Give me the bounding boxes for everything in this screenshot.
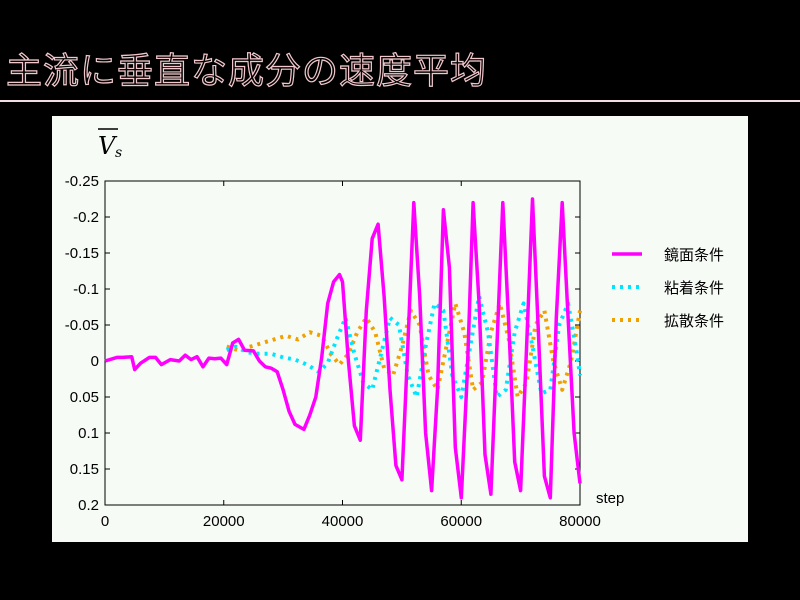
y-axis-label: V s <box>98 128 122 161</box>
chart-panel: V s -0.25 -0.2 -0.15 -0.1 -0.05 0 0.05 0.1 0.15 0… <box>52 116 748 542</box>
x-tick-label: 80000 <box>559 513 601 530</box>
y-tick-label: 0.15 <box>70 461 99 478</box>
series-layer <box>104 197 582 500</box>
y-axis-label-sub: s <box>115 145 122 161</box>
velocity-chart: V s -0.25-0.2-0.15-0.1-0.0500.050.10.150… <box>65 128 724 530</box>
y-tick-label: 0.2 <box>78 497 99 514</box>
y-tick-label: 0.1 <box>78 425 99 442</box>
y-axis-label-main: V <box>98 132 118 160</box>
title-divider <box>0 100 800 102</box>
slide-title: 主流に垂直な成分の速度平均 <box>5 50 488 92</box>
y-tick-label: -0.2 <box>73 209 99 226</box>
series-line-0 <box>104 197 582 500</box>
x-tick-label: 40000 <box>322 513 364 530</box>
legend-label-0: 鏡面条件 <box>664 246 724 264</box>
legend-label-1: 粘着条件 <box>664 280 724 297</box>
y-tick-label: -0.25 <box>65 173 99 190</box>
y-tick-label: 0.05 <box>70 389 99 406</box>
y-tick-label: -0.05 <box>65 317 99 334</box>
x-axis: 0 20000 40000 60000 80000 <box>101 181 601 530</box>
legend-label-2: 拡散条件 <box>664 313 724 330</box>
x-tick-label: 60000 <box>440 513 482 530</box>
x-axis-label: step <box>596 490 624 507</box>
y-tick-label: -0.1 <box>73 281 99 298</box>
x-tick-label: 0 <box>101 513 109 530</box>
y-axis: -0.25 -0.2 -0.15 -0.1 -0.05 0 0.05 0.1 0.15 0.2 <box>65 173 580 514</box>
x-tick-label: 20000 <box>203 513 245 530</box>
y-tick-label: -0.15 <box>65 245 99 262</box>
y-tick-label: 0 <box>91 353 99 370</box>
